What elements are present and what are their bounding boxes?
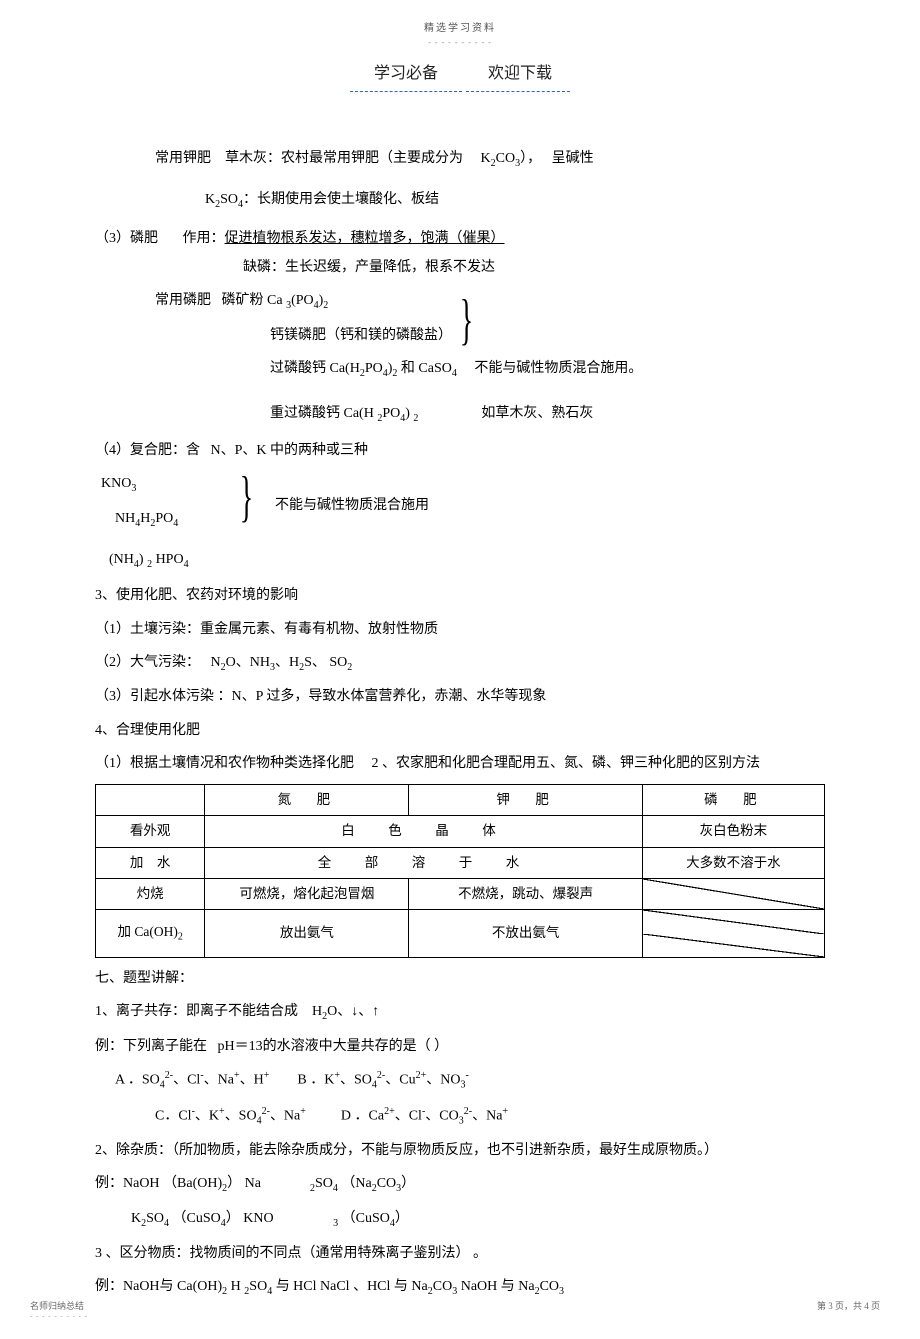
table-row: 加 水 全 部 溶 于 水 大多数不溶于水	[96, 847, 825, 878]
sec3-s2: （2）大气污染： N2O、NH3、H2S、 SO2	[95, 650, 825, 677]
footer-right: 第 3 页，共 4 页	[817, 1298, 880, 1323]
sec7-optCD: C．Cl-、K+、SO42-、Na+ D ．Ca2+、Cl-、CO32-、Na+	[95, 1103, 825, 1130]
header-right: 欢迎下载	[466, 60, 570, 92]
sec7-optAB: A ．SO42-、Cl-、Na+、H+ B ．K+、SO42-、Cu2+、NO3…	[95, 1067, 825, 1094]
page: 精选学习资料 - - - - - - - - - - 学习必备 欢迎下载 常用钾…	[0, 0, 920, 1339]
p3-list: 常用磷肥 磷矿粉 Ca 3(PO4)2 钙镁磷肥（钙和镁的磷酸盐） 过磷酸钙 C…	[95, 288, 825, 428]
sec3-s3: （3）引起水体污染 ：N、P 过多，导致水体富营养化，赤潮、水华等现象	[95, 684, 825, 709]
diff-table: 氮 肥 钾 肥 磷 肥 看外观 白 色 晶 体 灰白色粉末 加 水 全 部 溶 …	[95, 784, 825, 958]
p4-title: （4）复合肥：含 N、P、K 中的两种或三种	[95, 438, 825, 463]
sec7-l1: 1、离子共存：即离子不能结合成 H2O、↓、↑	[95, 999, 825, 1026]
k-line2: K2SO4：长期使用会使土壤酸化、板结	[95, 187, 825, 214]
page-footer: 名师归纳总结 - - - - - - - - - - 第 3 页，共 4 页	[30, 1298, 880, 1323]
brace-icon: }	[240, 469, 253, 525]
sec7-title: 七、题型讲解：	[95, 966, 825, 991]
header-left: 学习必备	[350, 60, 462, 92]
table-row: 氮 肥 钾 肥 磷 肥	[96, 785, 825, 816]
sec3-s1: （1）土壤污染：重金属元素、有毒有机物、放射性物质	[95, 617, 825, 642]
sec4-title: 4、合理使用化肥	[95, 718, 825, 743]
sec4-s1: （1）根据土壤情况和农作物种类选择化肥 2 、农家肥和化肥合理配用五、氮、磷、钾…	[95, 751, 825, 776]
p3-que: 缺磷：生长迟缓，产量降低，根系不发达	[95, 255, 825, 280]
sec3-title: 3、使用化肥、农药对环境的影响	[95, 583, 825, 608]
table-row: 灼烧 可燃烧，熔化起泡冒烟 不燃烧，跳动、爆裂声	[96, 878, 825, 909]
sec7-l6: 3 、区分物质：找物质间的不同点（通常用特殊离子鉴别法） 。	[95, 1241, 825, 1266]
sec7-l5: K2SO4 （CuSO4） KNO 3 （CuSO4）	[95, 1206, 825, 1233]
brace-icon: }	[460, 292, 473, 348]
p3-title-line: （3）磷肥 作用：促进植物根系发达，穗粒增多，饱满（催果）	[95, 226, 825, 251]
top-dash: - - - - - - - - - -	[95, 36, 825, 50]
sec7-l7: 例：NaOH与 Ca(OH)2 H 2SO4 与 HCl NaCl 、HCl 与…	[95, 1274, 825, 1301]
p4-block: KNO3 NH4H2PO4 } 不能与碱性物质混合施用 (NH4) 2 HPO4	[95, 471, 825, 573]
sec7-l4: 例：NaOH （Ba(OH)2） Na 2SO4 （Na2CO3）	[95, 1171, 825, 1198]
sec7-l3: 2、除杂质：（所加物质，能去除杂质成分，不能与原物质反应，也不引进新杂质，最好生…	[95, 1138, 825, 1163]
slash-cell	[642, 878, 824, 909]
footer-dash: - - - - - - - - - -	[30, 1310, 88, 1323]
table-row: 加 Ca(OH)2 放出氨气 不放出氨气	[96, 910, 825, 958]
sec7-l2: 例：下列离子能在 pH＝13的水溶液中大量共存的是（ ）	[95, 1034, 825, 1059]
table-row: 看外观 白 色 晶 体 灰白色粉末	[96, 816, 825, 847]
k-line1: 常用钾肥 草木灰：农村最常用钾肥（主要成分为 K2CO3）， 呈碱性	[95, 146, 825, 173]
slash-cell	[642, 910, 824, 958]
page-header: 学习必备 欢迎下载	[95, 60, 825, 92]
